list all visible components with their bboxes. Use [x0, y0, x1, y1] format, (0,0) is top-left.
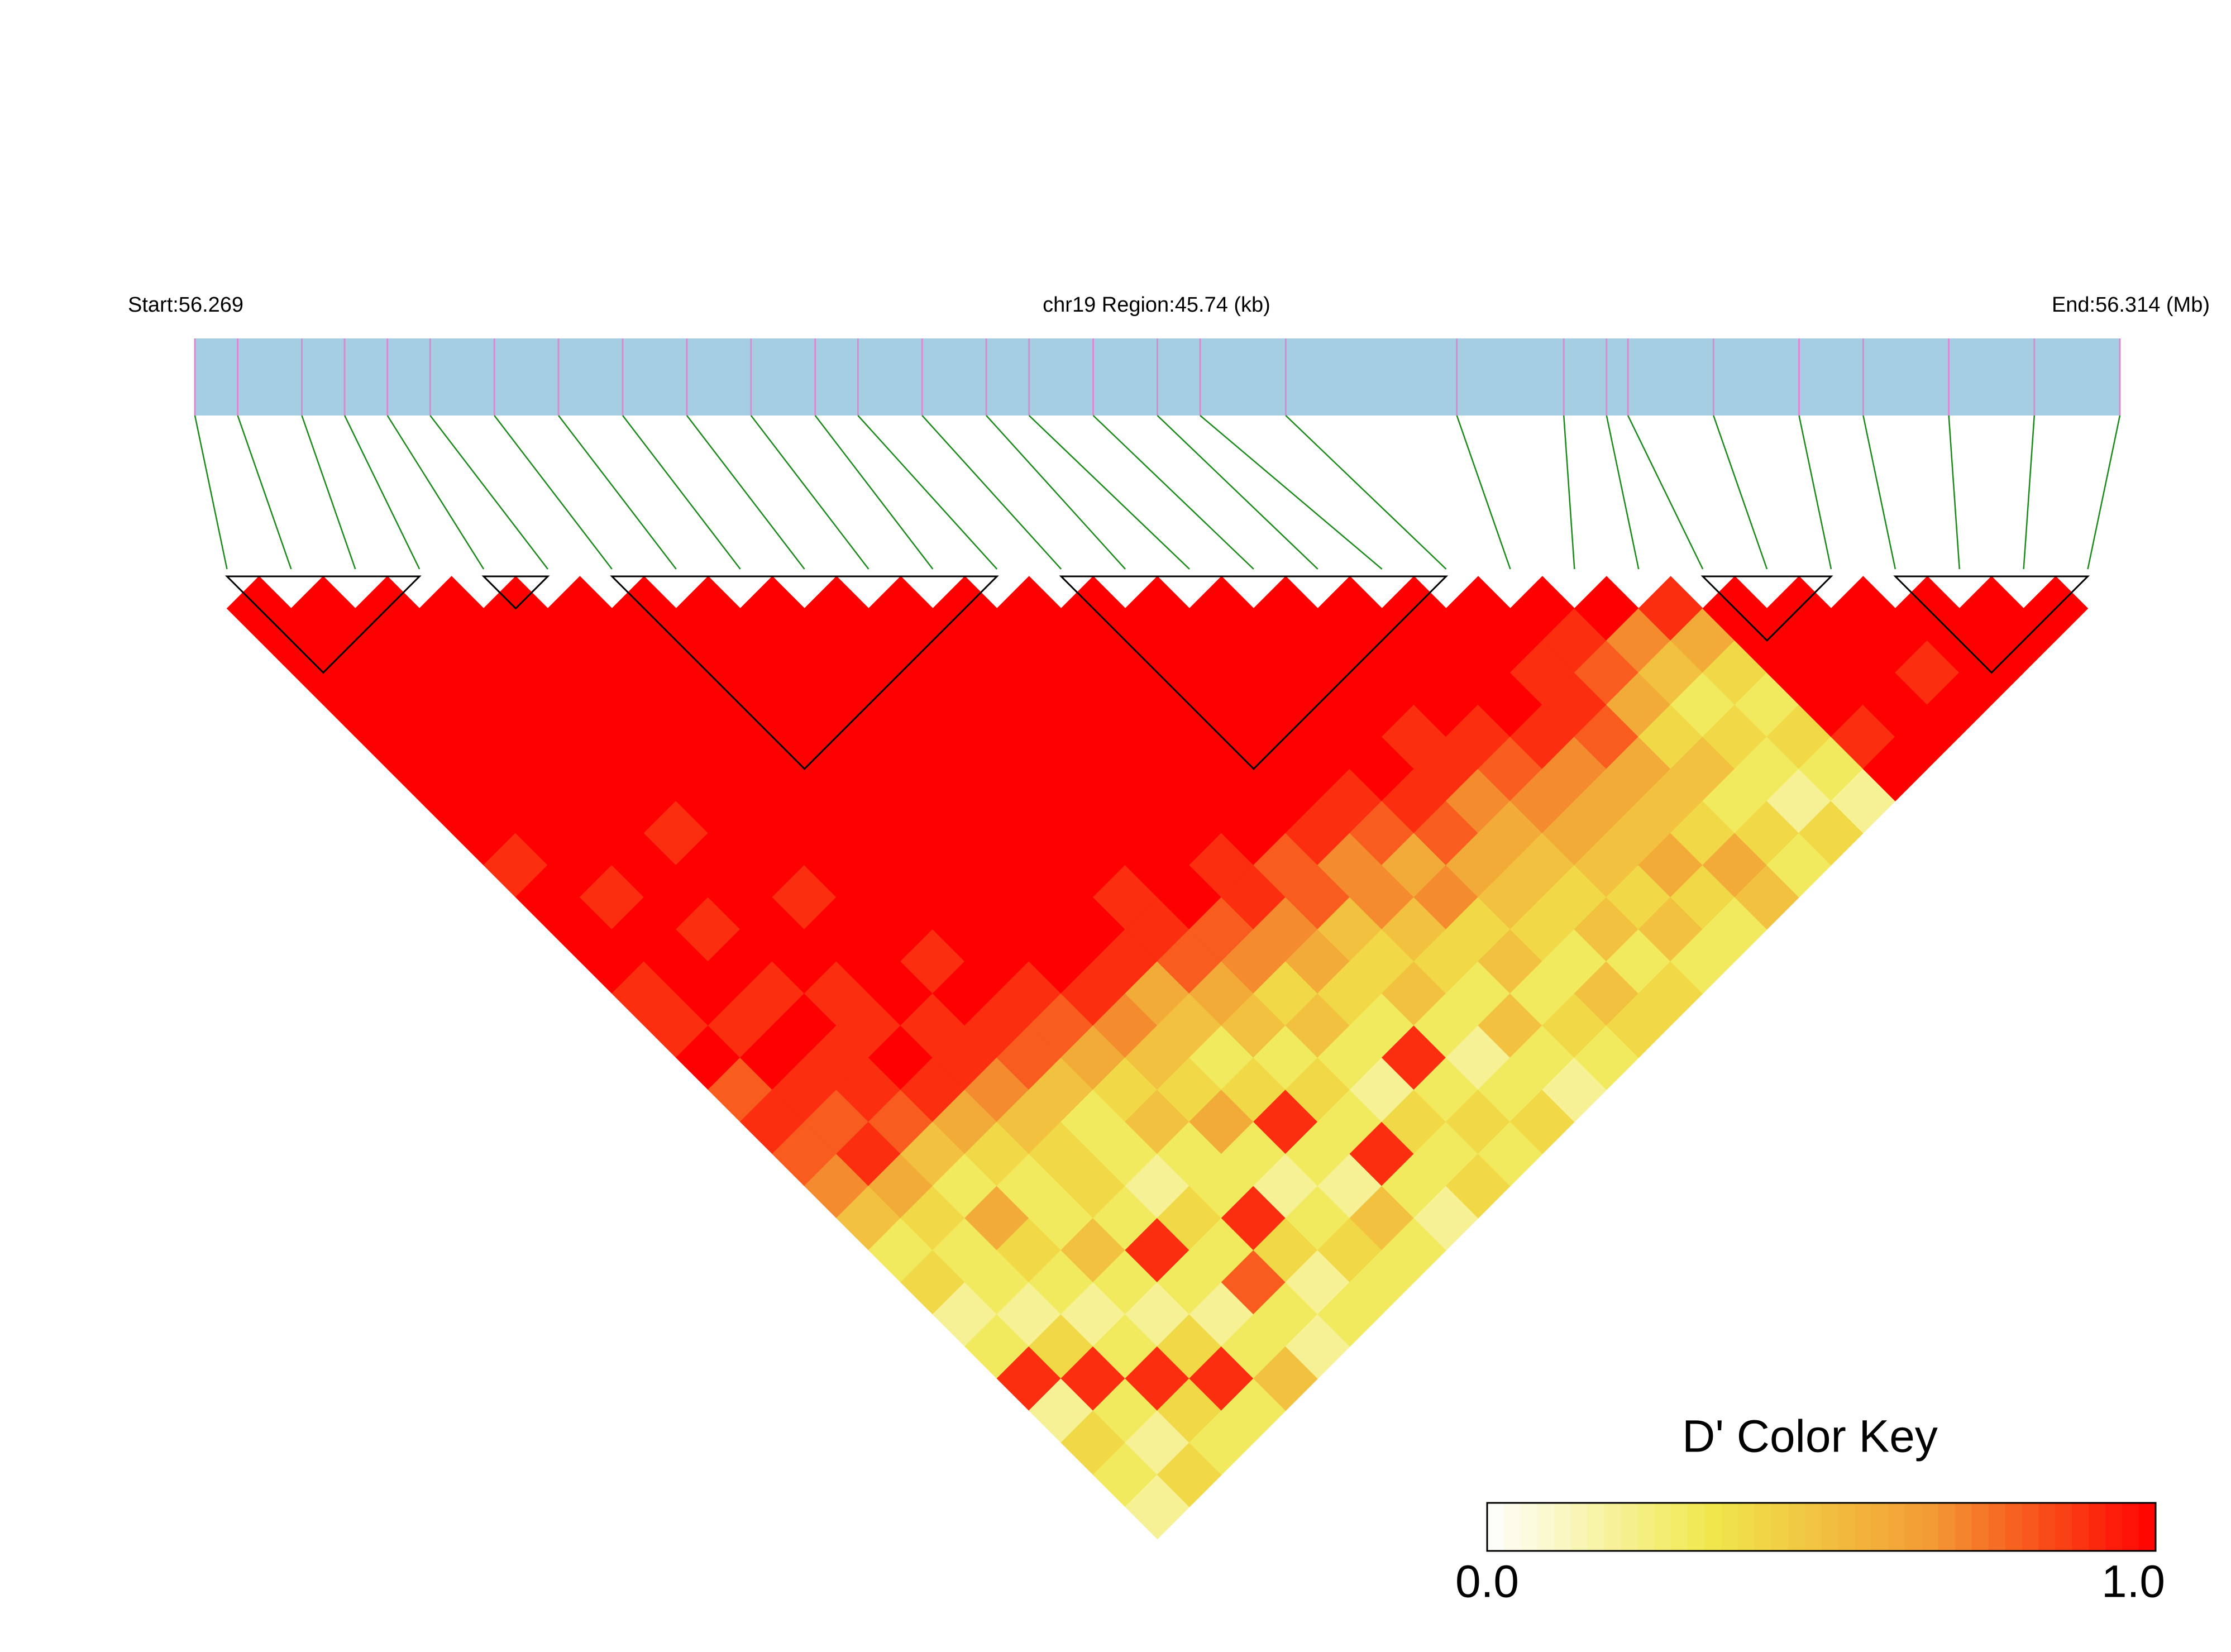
snp-connector	[1627, 415, 1704, 570]
snp-connector	[1948, 415, 1960, 570]
ld-block	[610, 575, 999, 770]
key-swatch	[1955, 1503, 1972, 1551]
snp-connector	[1285, 415, 1447, 570]
snp-connector	[686, 415, 805, 570]
key-swatch	[1754, 1503, 1772, 1551]
key-swatch	[2105, 1503, 2123, 1551]
key-swatch	[1503, 1503, 1521, 1551]
snp-connector	[1862, 415, 1896, 570]
key-swatch	[1888, 1503, 1906, 1551]
key-swatch	[1554, 1503, 1571, 1551]
ld-block	[1700, 575, 1833, 642]
snp-connector	[1157, 415, 1318, 570]
key-swatch	[1587, 1503, 1605, 1551]
start-label: Start:56.269	[128, 293, 243, 317]
key-swatch	[1621, 1503, 1638, 1551]
key-swatch	[1938, 1503, 1956, 1551]
snp-connector	[857, 415, 998, 570]
snp-connector	[494, 415, 613, 570]
snp-connector	[558, 415, 677, 570]
end-label: End:56.314 (Mb)	[2052, 293, 2210, 317]
key-swatch	[1604, 1503, 1622, 1551]
key-swatch	[1821, 1503, 1839, 1551]
snp-connector	[301, 415, 356, 570]
key-swatch	[1537, 1503, 1555, 1551]
snp-connector	[343, 415, 421, 570]
snp-connector	[1798, 415, 1832, 570]
snp-connector	[386, 415, 485, 570]
key-swatch	[2122, 1503, 2140, 1551]
key-swatch	[1704, 1503, 1722, 1551]
key-title: D' Color Key	[1682, 1411, 1938, 1462]
ld-block	[1893, 575, 2090, 674]
key-swatch	[1871, 1503, 1889, 1551]
key-swatch	[2005, 1503, 2023, 1551]
key-swatch	[1671, 1503, 1689, 1551]
snp-connector	[1713, 415, 1768, 570]
key-swatch	[1487, 1503, 1504, 1551]
key-swatch	[2038, 1503, 2056, 1551]
snp-connector	[2023, 415, 2036, 570]
snp-connector	[1092, 415, 1254, 570]
key-swatch	[1637, 1503, 1655, 1551]
key-swatch	[2089, 1503, 2106, 1551]
snp-connector	[2087, 415, 2121, 570]
key-swatch	[2055, 1503, 2073, 1551]
key-swatch	[1788, 1503, 1805, 1551]
key-swatch	[1988, 1503, 2006, 1551]
chart-title: chr19 Region:45.74 (kb)	[1043, 293, 1270, 317]
key-swatch	[2139, 1503, 2156, 1551]
key-frame	[1486, 1502, 2157, 1552]
ld-block	[481, 575, 550, 610]
key-tick-label: 0.0	[1455, 1556, 1519, 1607]
key-swatch	[1855, 1503, 1872, 1551]
snp-connector	[429, 415, 548, 570]
snp-connector	[814, 415, 934, 570]
ld-block	[1059, 575, 1449, 770]
snp-connector	[1606, 415, 1640, 570]
key-swatch	[1922, 1503, 1939, 1551]
snp-connector	[194, 415, 228, 570]
key-swatch	[1771, 1503, 1789, 1551]
snp-connector	[750, 415, 870, 570]
key-swatch	[2022, 1503, 2039, 1551]
key-swatch	[1838, 1503, 1856, 1551]
key-tick-label: 1.0	[2101, 1556, 2165, 1607]
key-swatch	[1520, 1503, 1538, 1551]
key-swatch	[2072, 1503, 2090, 1551]
key-swatch	[1905, 1503, 1923, 1551]
key-swatch	[1654, 1503, 1672, 1551]
ld-block	[224, 575, 422, 674]
snp-connector	[622, 415, 741, 570]
key-swatch	[1570, 1503, 1588, 1551]
key-swatch	[1804, 1503, 1822, 1551]
key-swatch	[1971, 1503, 1989, 1551]
snp-connector	[1200, 415, 1383, 570]
snp-connector	[986, 415, 1126, 570]
snp-connector	[1563, 415, 1575, 570]
key-swatch	[1721, 1503, 1738, 1551]
snp-connector	[1028, 415, 1190, 570]
snp-connector	[921, 415, 1062, 570]
snp-connector	[237, 415, 292, 570]
snp-connector	[1456, 415, 1511, 570]
key-swatch	[1737, 1503, 1755, 1551]
key-swatch	[1688, 1503, 1706, 1551]
